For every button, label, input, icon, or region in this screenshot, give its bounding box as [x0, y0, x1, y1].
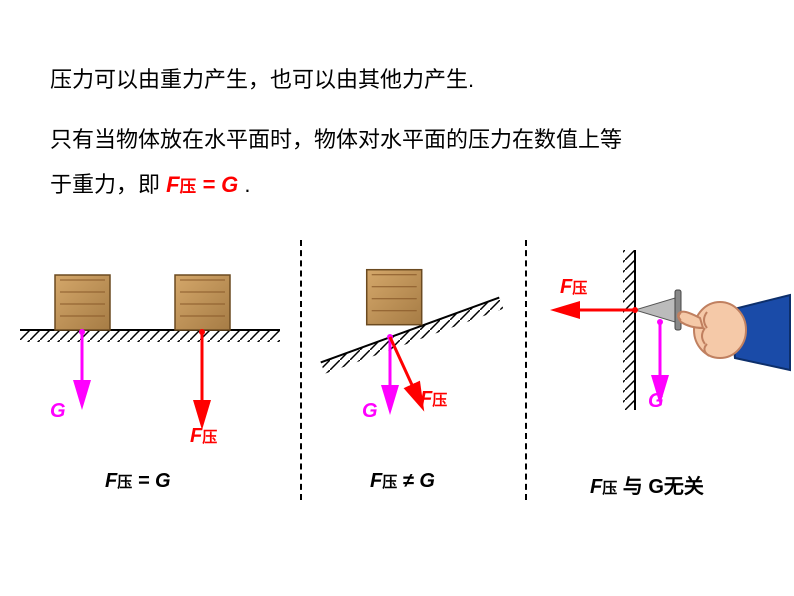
panel1-label-F: F压 [190, 425, 217, 448]
p3-F: F [560, 276, 572, 298]
line2b-text: 于重力，即 [50, 172, 160, 197]
intro-line-2a: 只有当物体放在水平面时，物体对水平面的压力在数值上等 [50, 120, 622, 160]
panel-2-svg [300, 240, 525, 500]
c2-F: F [370, 470, 382, 492]
panel3-label-F: F压 [560, 276, 587, 299]
panel3-label-G: G [648, 390, 664, 413]
formula-sub: 压 [180, 178, 197, 196]
panel2-label-F: F压 [420, 388, 447, 411]
p1-F: F [190, 425, 202, 447]
caption-2: F压 ≠ G [370, 470, 435, 493]
c3-rest: 与 G无关 [617, 476, 704, 498]
intro-line-2b: 于重力，即 F压 = G . [50, 165, 251, 205]
formula-inline: F压 = G [166, 172, 244, 197]
intro-line-1: 压力可以由重力产生，也可以由其他力产生. [50, 60, 474, 100]
c3-F: F [590, 476, 602, 498]
panel2-label-G: G [362, 400, 378, 423]
c1-F: F [105, 470, 117, 492]
p2-Fsub: 压 [432, 392, 447, 409]
formula-F: F [166, 172, 179, 197]
p2-F: F [420, 388, 432, 410]
c3-sub: 压 [602, 480, 617, 497]
c1-rest: = G [132, 470, 170, 492]
p1-Fsub: 压 [202, 429, 217, 446]
formula-eq: = G [196, 172, 238, 197]
p3-Fsub: 压 [572, 280, 587, 297]
diagram-area: G F压 G F压 [0, 240, 794, 540]
caption-1: F压 = G [105, 470, 171, 493]
caption-3: F压 与 G无关 [590, 470, 704, 499]
panel-1-svg [0, 240, 300, 500]
c2-rest: ≠ G [397, 470, 435, 492]
panel1-label-G: G [50, 400, 66, 423]
c2-sub: 压 [382, 474, 397, 491]
c1-sub: 压 [117, 474, 132, 491]
period: . [244, 172, 250, 197]
hand-icon [678, 295, 790, 370]
